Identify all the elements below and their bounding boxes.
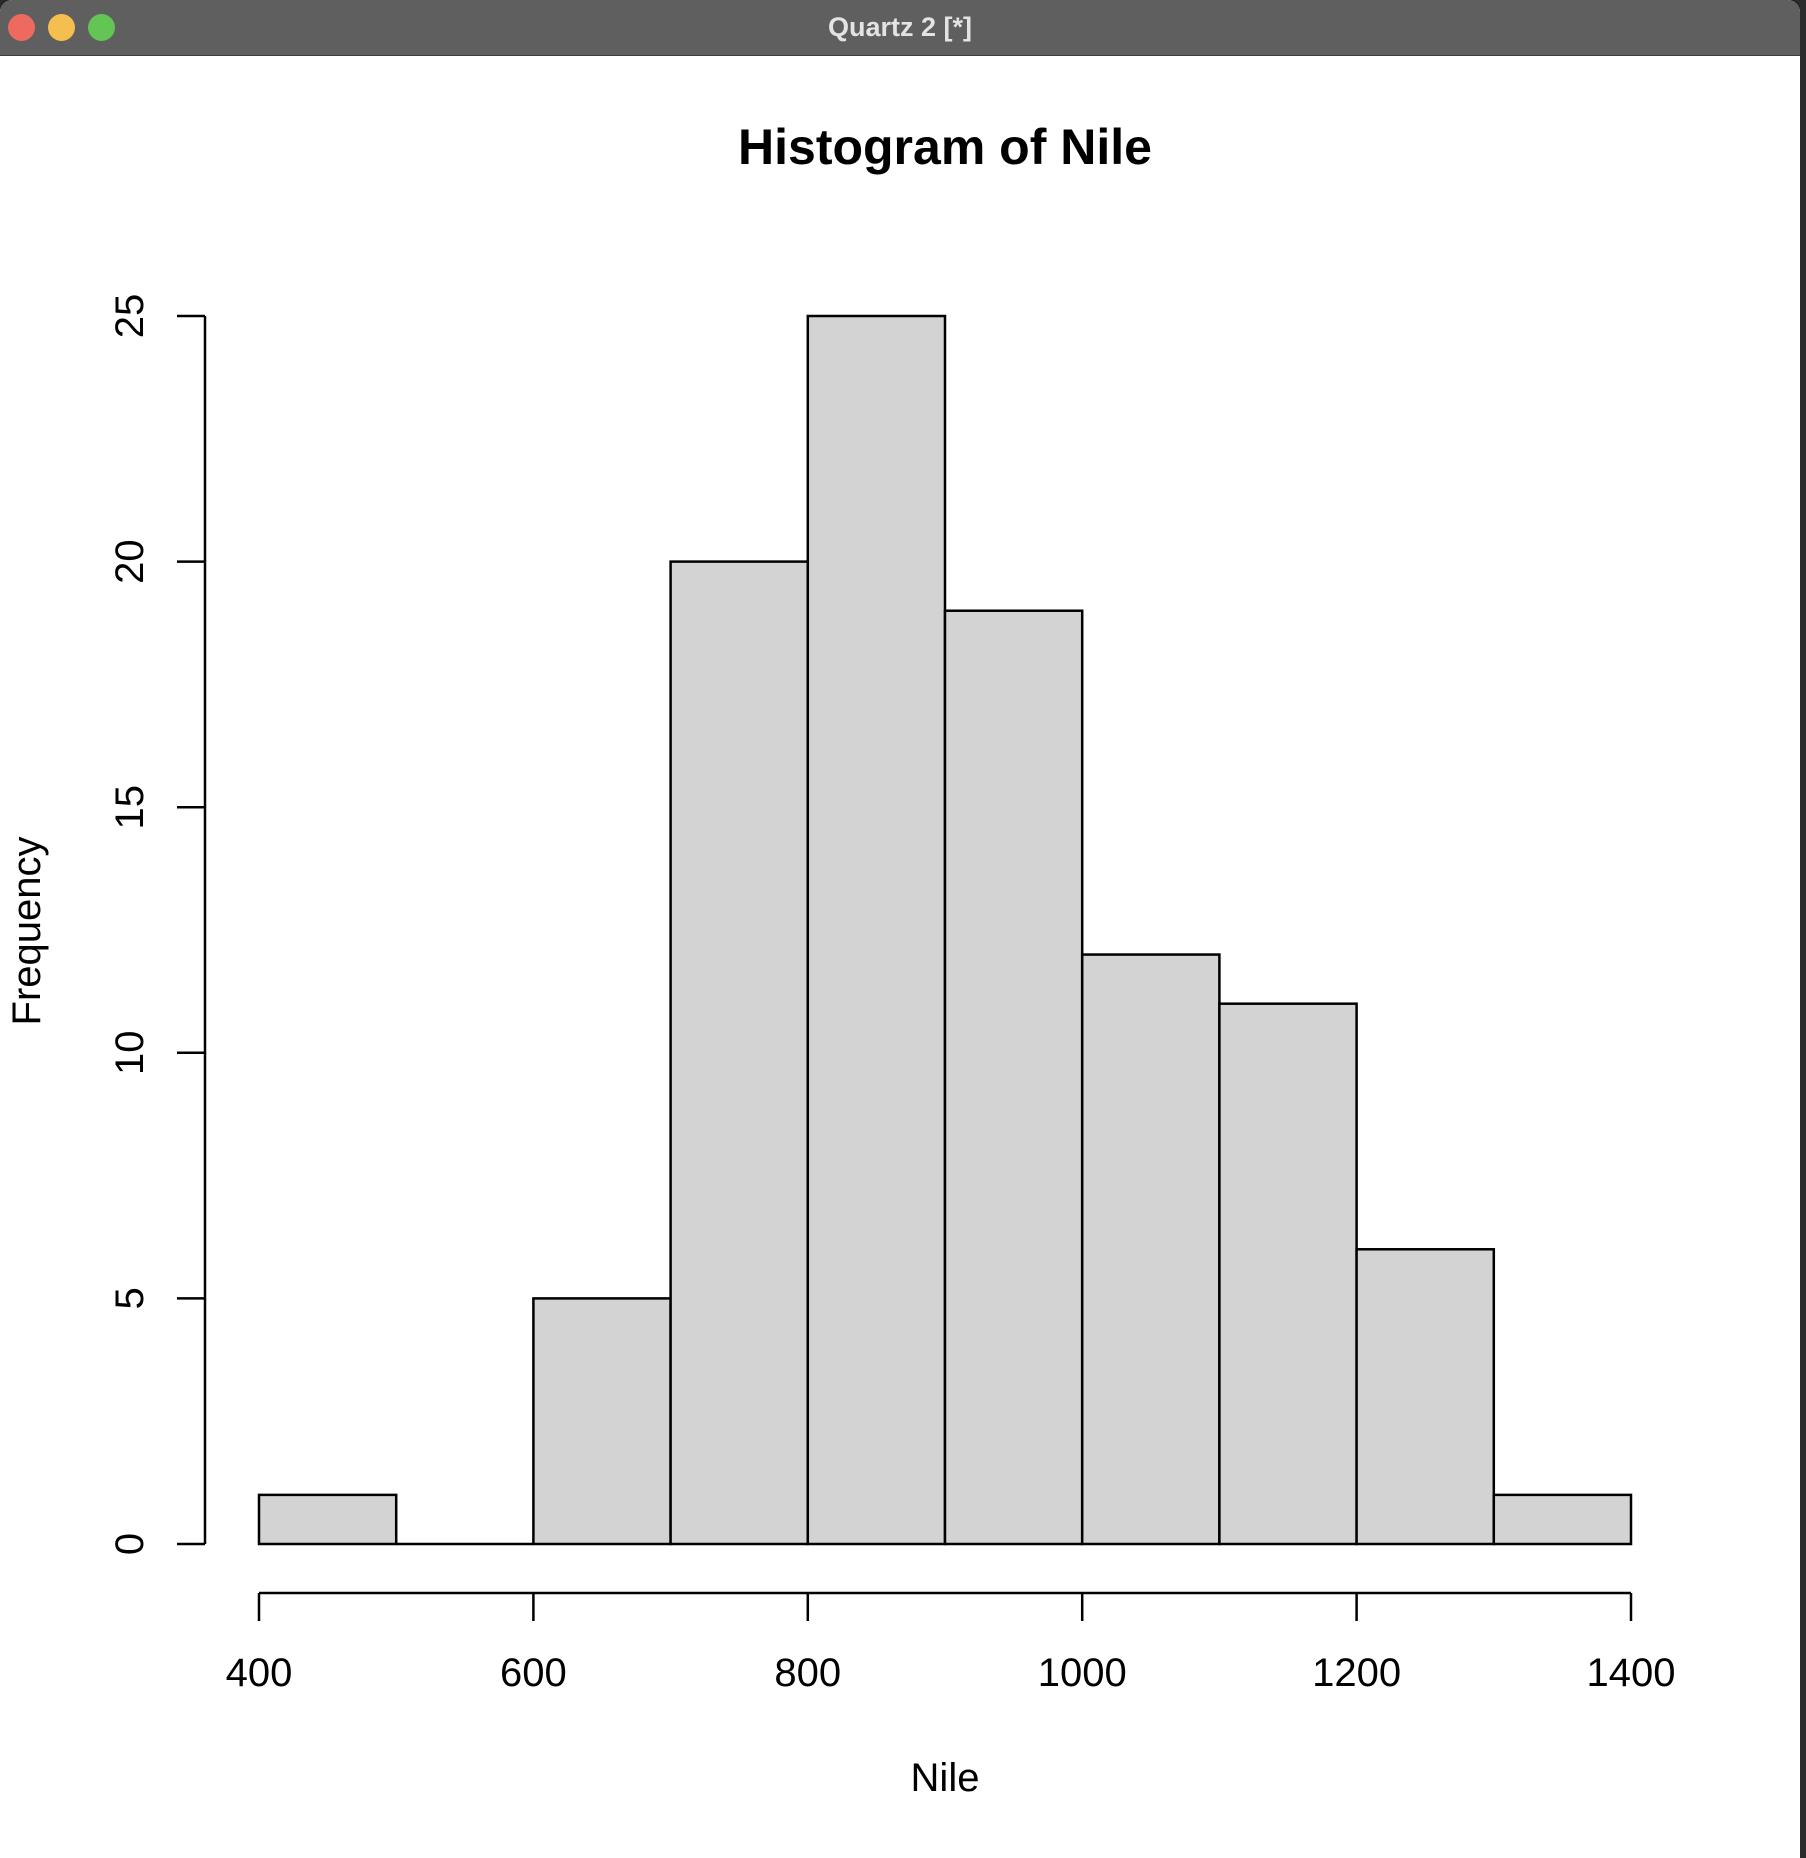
bars-group [257,314,1633,1546]
close-window-button[interactable] [8,14,35,41]
x-tick-label: 1000 [1038,1651,1127,1695]
y-tick-label: 15 [108,785,152,830]
x-tick-label: 600 [500,1651,567,1695]
histogram-bar [669,560,810,1546]
x-tick-label: 1400 [1587,1651,1676,1695]
window-edge [1800,0,1806,1858]
maximize-window-button[interactable] [88,14,115,41]
x-axis: 400 600 800 1000 1200 1400 [226,1591,1676,1695]
y-axis-label: Frequency [5,837,49,1026]
y-axis: 0 5 10 15 20 25 [108,294,207,1555]
y-tick-label: 25 [108,294,152,339]
x-axis-label: Nile [911,1756,980,1800]
y-tick-label: 20 [108,539,152,584]
minimize-window-button[interactable] [48,14,75,41]
histogram-bar [943,609,1084,1546]
histogram-bar [1218,1002,1358,1546]
x-tick-label: 800 [774,1651,841,1695]
histogram-bar [1355,1248,1496,1546]
y-tick-label: 0 [108,1533,152,1555]
x-tick-label: 1200 [1312,1651,1401,1695]
chart-title: Histogram of Nile [738,119,1152,175]
histogram-bar [806,314,947,1546]
y-tick-label: 10 [108,1031,152,1076]
window-title: Quartz 2 [*] [827,12,973,42]
x-tick-label: 400 [226,1651,293,1695]
histogram-bar [257,1493,398,1546]
histogram-bar [1492,1493,1633,1546]
plot-area: Histogram of Nile Nile Frequency 400 600 8… [0,56,1800,1858]
histogram-bar [532,1297,672,1546]
title-bar[interactable]: Quartz 2 [*] [0,0,1800,56]
histogram-bar [1080,953,1221,1546]
y-tick-label: 5 [108,1287,152,1309]
histogram-chart: Histogram of Nile Nile Frequency 400 600 8… [5,119,1676,1800]
